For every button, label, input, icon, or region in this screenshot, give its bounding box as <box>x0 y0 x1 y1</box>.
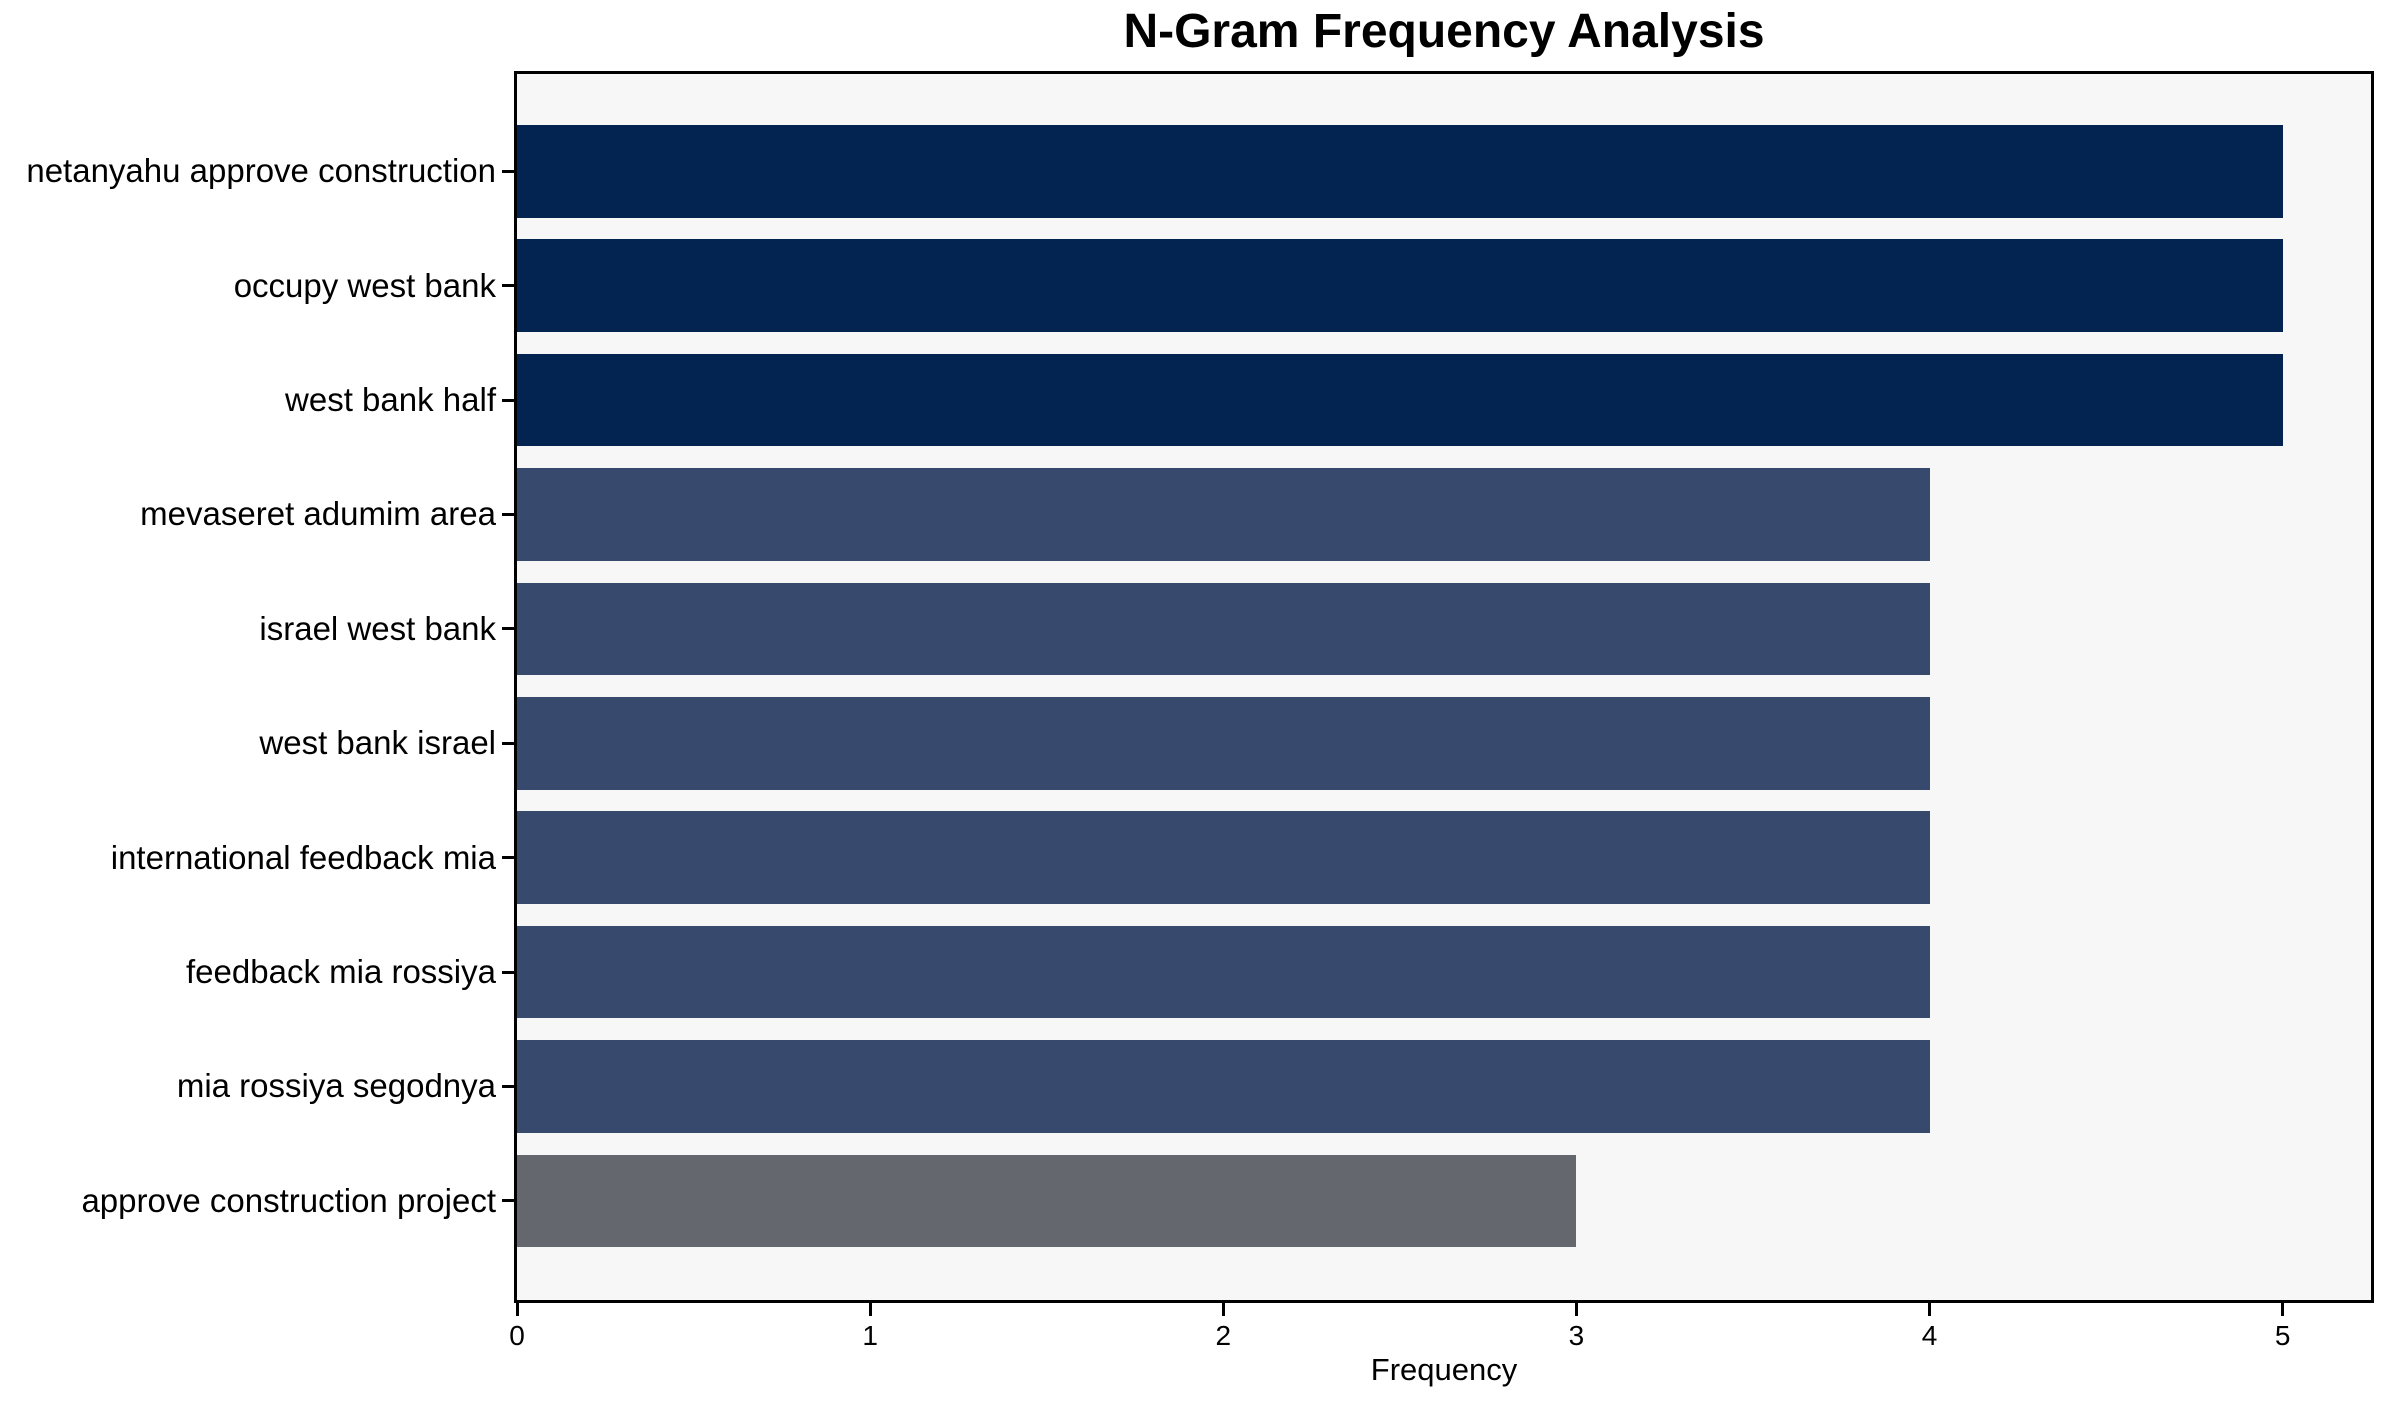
bar-row <box>517 1144 2371 1258</box>
y-tick-mark <box>502 169 514 173</box>
y-tick-label: israel west bank <box>259 609 496 647</box>
bar-row <box>517 800 2371 914</box>
x-tick-mark <box>2281 1303 2285 1316</box>
y-tick-label: feedback mia rossiya <box>186 953 496 991</box>
bar <box>517 696 1930 790</box>
x-tick-mark <box>1928 1303 1932 1316</box>
y-tick-mark <box>502 856 514 860</box>
x-tick-label: 4 <box>1921 1320 1938 1351</box>
y-axis: netanyahu approve construction occupy wes… <box>0 114 496 1258</box>
y-tick-mark <box>502 970 514 974</box>
y-label-row: occupy west bank <box>0 228 496 342</box>
y-label-row: israel west bank <box>0 572 496 686</box>
y-tick-mark <box>502 1199 514 1203</box>
bar <box>517 1154 1577 1248</box>
plot-area <box>514 71 2374 1303</box>
bar <box>517 124 2283 218</box>
x-tick-label: 2 <box>1215 1320 1232 1351</box>
y-tick-label: mia rossiya segodnya <box>176 1067 496 1105</box>
y-tick-mark <box>502 741 514 745</box>
bar-row <box>517 228 2371 342</box>
bar-row <box>517 457 2371 571</box>
y-label-row: approve construction project <box>0 1144 496 1258</box>
chart-title: N-Gram Frequency Analysis <box>1123 5 1765 58</box>
x-axis: 0 1 2 3 4 5 <box>509 1303 2374 1403</box>
bar-row <box>517 572 2371 686</box>
bar-row <box>517 343 2371 457</box>
y-label-row: feedback mia rossiya <box>0 915 496 1029</box>
bar <box>517 468 1930 561</box>
bar <box>517 353 2283 447</box>
y-tick-mark <box>502 284 514 288</box>
bar <box>517 582 1930 676</box>
y-label-row: mia rossiya segodnya <box>0 1029 496 1143</box>
bar <box>517 811 1930 904</box>
x-tick-label: 5 <box>2274 1320 2291 1351</box>
y-tick-label: mevaseret adumim area <box>140 495 496 533</box>
x-tick-mark <box>868 1303 872 1316</box>
bar-row <box>517 686 2371 800</box>
y-tick-mark <box>502 512 514 516</box>
x-tick-label: 1 <box>862 1320 878 1351</box>
bar-row <box>517 915 2371 1029</box>
bar <box>517 925 1930 1019</box>
y-tick-label: occupy west bank <box>233 266 496 304</box>
y-tick-label: netanyahu approve construction <box>26 152 496 190</box>
y-label-row: mevaseret adumim area <box>0 457 496 571</box>
y-label-row: west bank half <box>0 343 496 457</box>
bar <box>517 239 2283 332</box>
y-tick-mark <box>502 398 514 402</box>
y-tick-mark <box>502 1084 514 1088</box>
y-label-row: west bank israel <box>0 686 496 800</box>
bar-row <box>517 114 2371 228</box>
y-tick-label: west bank half <box>285 381 496 419</box>
x-axis-label: Frequency <box>1370 1352 1518 1387</box>
y-tick-label: west bank israel <box>259 724 496 762</box>
x-tick-mark <box>1574 1303 1578 1316</box>
x-tick-label: 0 <box>509 1320 525 1351</box>
bar-row <box>517 1029 2371 1143</box>
y-label-row: international feedback mia <box>0 800 496 914</box>
bars-container <box>517 114 2371 1258</box>
y-tick-mark <box>502 627 514 631</box>
x-tick-mark <box>1221 1303 1225 1316</box>
x-tick-mark <box>515 1303 519 1316</box>
x-tick-label: 3 <box>1568 1320 1585 1351</box>
y-tick-label: international feedback mia <box>110 838 496 876</box>
bar <box>517 1040 1930 1133</box>
y-tick-label: approve construction project <box>81 1181 496 1219</box>
y-label-row: netanyahu approve construction <box>0 114 496 228</box>
